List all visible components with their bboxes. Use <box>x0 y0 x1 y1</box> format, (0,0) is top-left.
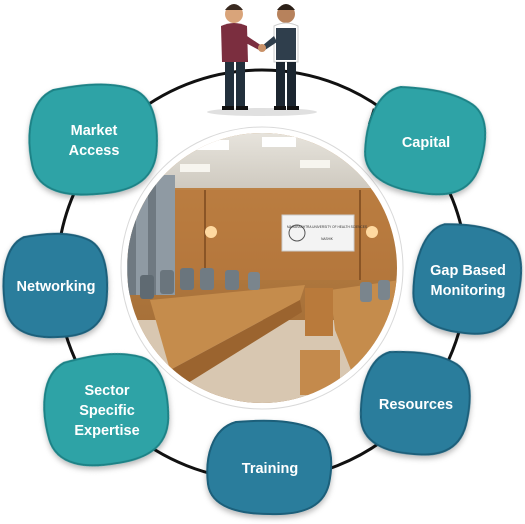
node-label-market-access-0: Market <box>71 123 118 139</box>
node-label-resources-0: Resources <box>379 397 453 413</box>
node-sector-specific-expertise: Sector Specific Expertise <box>43 352 170 467</box>
sign-line-2: NASHIK <box>321 237 334 241</box>
node-shape-market-access <box>28 83 158 196</box>
node-label-market-access-1: Access <box>69 143 120 159</box>
conference-room-photo: MAHARASHTRA UNIVERSITY OF HEALTH SCIENCE… <box>120 126 404 410</box>
node-resources: Resources <box>359 350 471 456</box>
node-shape-resources <box>359 350 471 456</box>
node-shape-networking <box>2 232 109 339</box>
node-label-gap-based-monitoring-0: Gap Based <box>430 263 506 279</box>
handshake-illustration <box>207 4 317 116</box>
node-gap-based-monitoring: Gap Based Monitoring <box>412 223 523 335</box>
node-label-training-0: Training <box>242 461 298 477</box>
node-training: Training <box>206 419 333 516</box>
node-label-networking-0: Networking <box>17 279 96 295</box>
node-shape-sector-specific-expertise <box>43 352 170 467</box>
node-market-access: Market Access <box>28 83 158 196</box>
node-networking: Networking <box>2 232 109 339</box>
node-capital: Capital <box>364 85 487 196</box>
node-shape-capital <box>364 85 487 196</box>
node-label-sector-specific-expertise-1: Specific <box>79 403 135 419</box>
node-label-capital-0: Capital <box>402 135 450 151</box>
node-label-gap-based-monitoring-1: Monitoring <box>431 283 506 299</box>
node-shape-training <box>206 419 333 516</box>
node-label-sector-specific-expertise-0: Sector <box>84 383 129 399</box>
node-label-sector-specific-expertise-2: Expertise <box>74 423 139 439</box>
node-shape-gap-based-monitoring <box>412 223 523 335</box>
sign-line-1: MAHARASHTRA UNIVERSITY OF HEALTH SCIENCE… <box>287 225 367 229</box>
